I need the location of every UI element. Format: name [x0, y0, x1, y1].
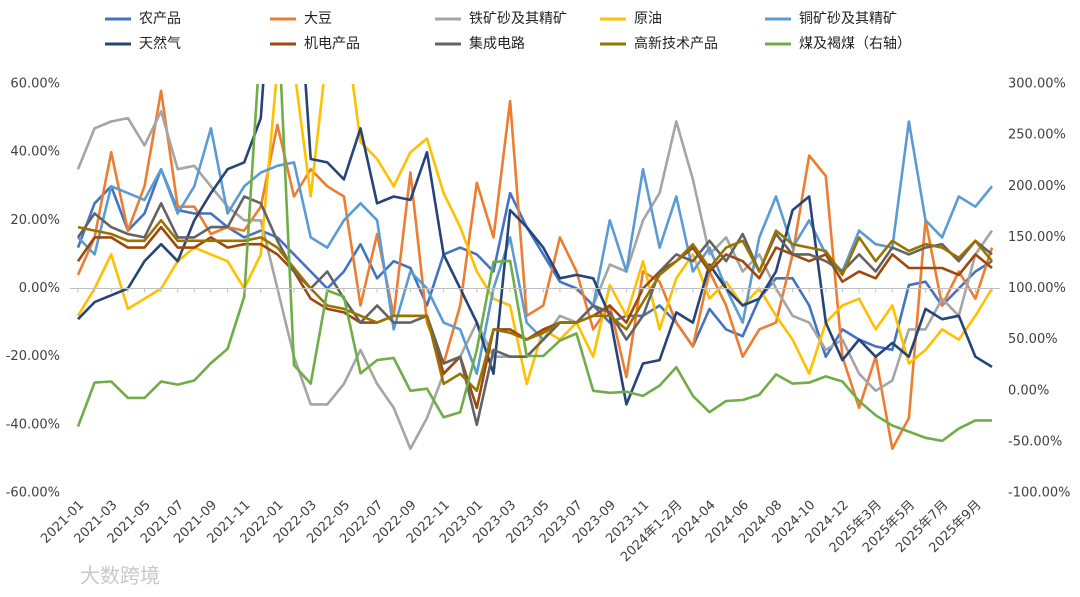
- series-line: [76, 84, 994, 386]
- y-tick-label: 0.00%: [19, 281, 60, 296]
- legend-label: 高新技术产品: [634, 35, 718, 52]
- y2-tick-label: 50.00%: [1008, 332, 1058, 347]
- y2-tick-label: 100.00%: [1008, 281, 1066, 296]
- series-line: [76, 167, 993, 358]
- series-line: [76, 225, 993, 410]
- plot-area: [76, 84, 994, 450]
- y2-tick-label: 150.00%: [1008, 230, 1066, 245]
- y2-tick-label: 0.00%: [1008, 383, 1049, 398]
- y2-tick-label: 200.00%: [1008, 179, 1066, 194]
- series-line: [77, 84, 993, 406]
- legend-label: 天然气: [139, 35, 181, 52]
- y-tick-label: 60.00%: [10, 77, 60, 92]
- legend-label: 煤及褐煤（右轴）: [799, 36, 911, 52]
- y2-tick-label: 250.00%: [1008, 128, 1066, 143]
- legend-label: 集成电路: [469, 35, 525, 52]
- y2-tick-label: 300.00%: [1008, 77, 1066, 92]
- y-tick-label: -60.00%: [6, 486, 60, 501]
- y2-tick-label: -100.00%: [1008, 486, 1071, 501]
- y2-tick-label: -50.00%: [1008, 434, 1062, 449]
- legend-label: 农产品: [139, 11, 181, 27]
- watermark: 大数跨境: [80, 564, 160, 588]
- y-tick-label: 40.00%: [10, 145, 60, 160]
- y-tick-label: 20.00%: [10, 213, 60, 228]
- legend-label: 大豆: [304, 11, 332, 27]
- series-line: [76, 84, 992, 443]
- legend-label: 机电产品: [304, 36, 360, 52]
- y-tick-label: -20.00%: [6, 349, 60, 364]
- y-tick-label: -40.00%: [6, 417, 60, 432]
- legend-label: 铁矿砂及其精矿: [469, 11, 567, 27]
- legend-label: 铜矿砂及其精矿: [799, 11, 897, 27]
- legend-label: 原油: [634, 11, 662, 27]
- series-line: [77, 219, 994, 393]
- series-line: [76, 89, 994, 450]
